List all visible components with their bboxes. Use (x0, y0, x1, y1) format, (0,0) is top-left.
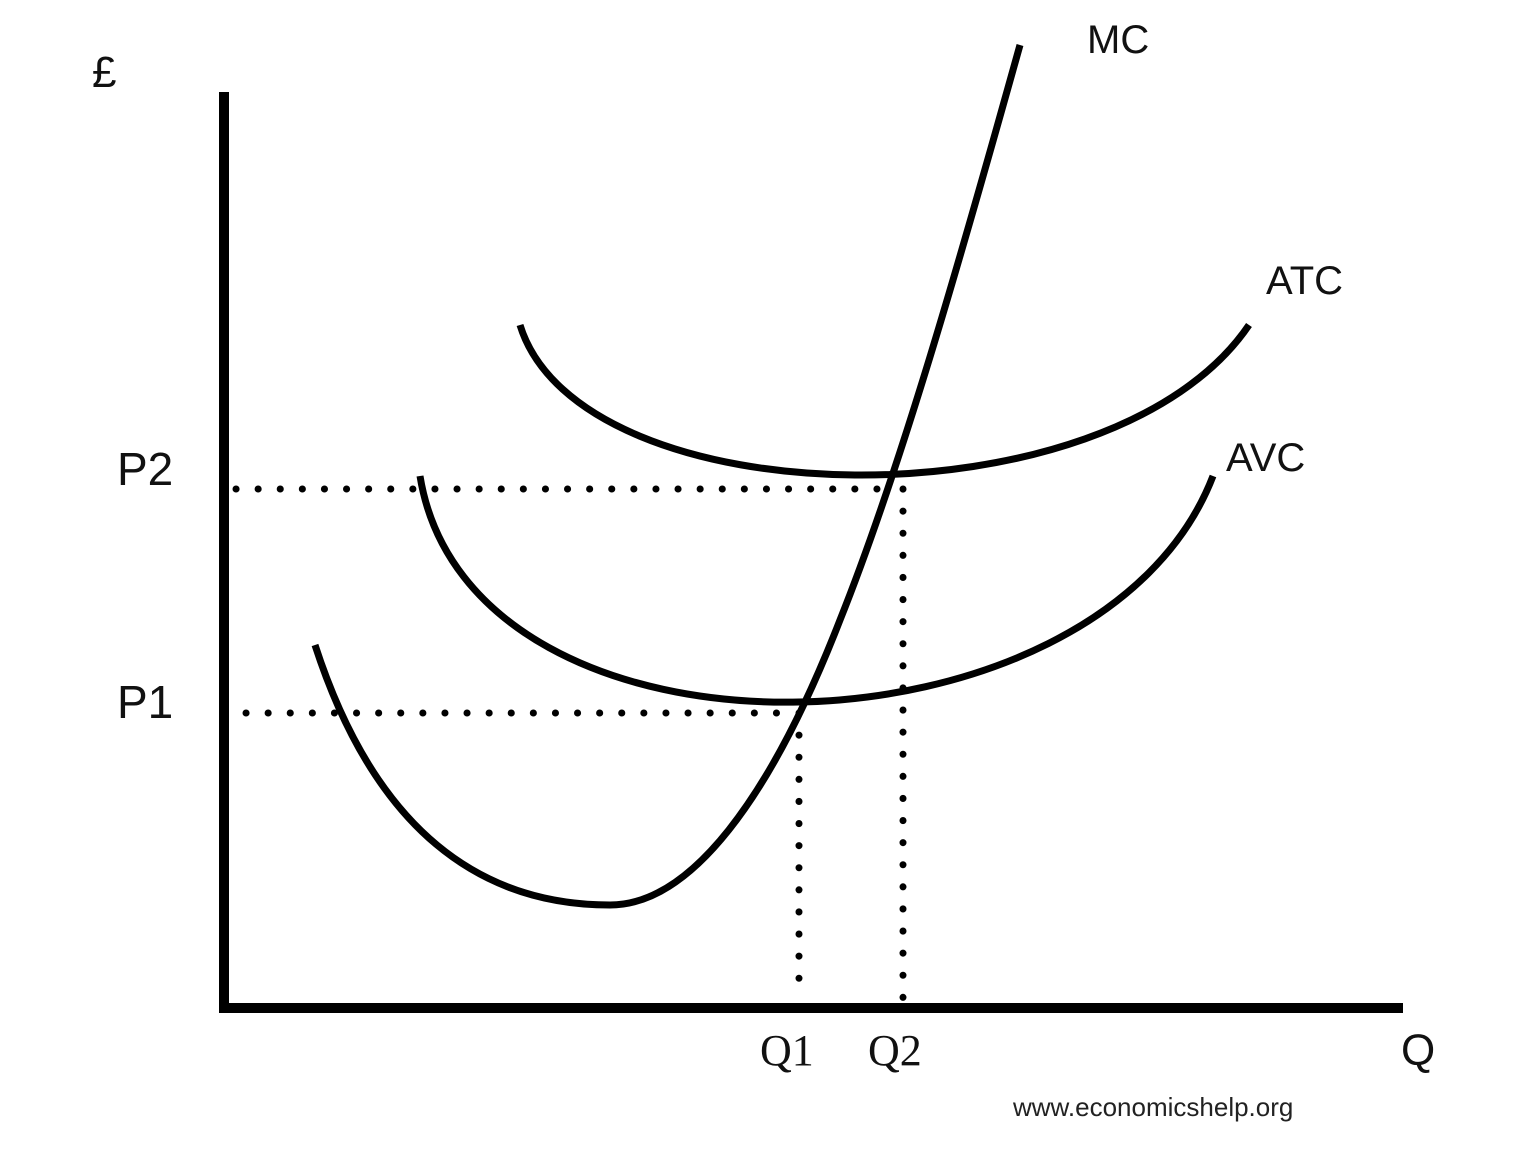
guide-lines (232, 485, 907, 1004)
atc-label: ATC (1266, 259, 1343, 303)
q1-label: Q1 (760, 1026, 814, 1075)
avc-curve (416, 474, 1217, 706)
source-credit: www.economicshelp.org (1012, 1092, 1293, 1122)
atc-curve (516, 323, 1252, 479)
p2-label: P2 (117, 443, 173, 495)
q2-label: Q2 (868, 1026, 922, 1075)
x-axis-label: Q (1401, 1026, 1435, 1075)
y-axis-label: £ (92, 48, 116, 97)
p1-label: P1 (117, 676, 173, 728)
avc-label: AVC (1226, 436, 1305, 480)
mc-label: MC (1087, 18, 1149, 62)
mc-curve (311, 44, 1024, 909)
